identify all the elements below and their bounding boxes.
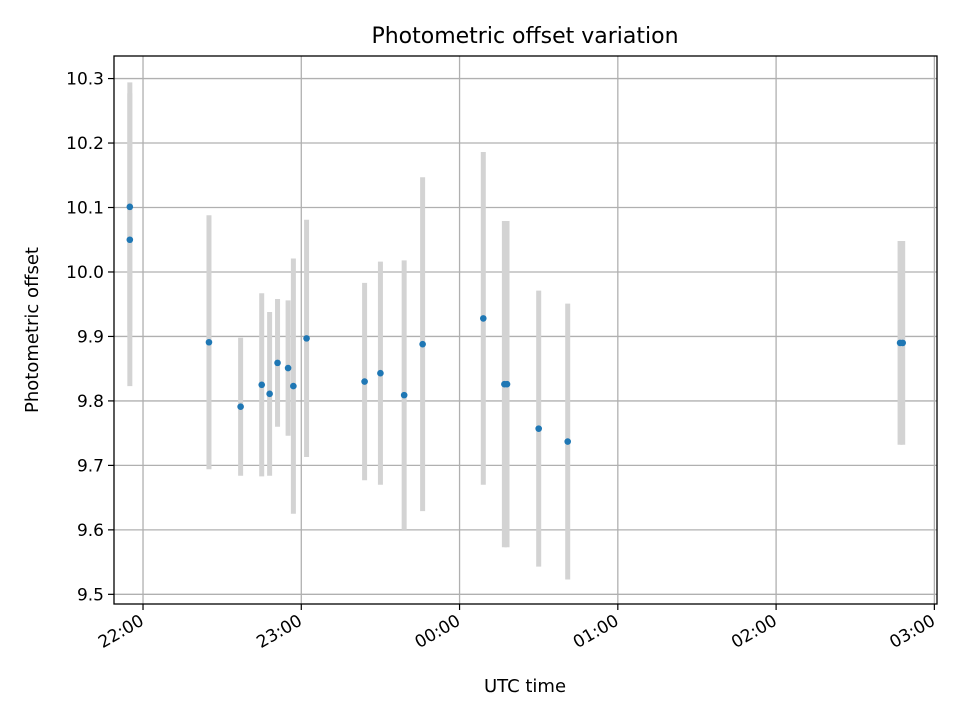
- data-point: [205, 338, 213, 346]
- data-point: [258, 381, 266, 389]
- data-point: [126, 236, 134, 244]
- x-axis-label: UTC time: [484, 676, 566, 697]
- data-point: [899, 339, 907, 347]
- y-tick-label: 10.2: [66, 134, 104, 154]
- data-point: [564, 438, 572, 445]
- chart-title: Photometric offset variation: [371, 24, 678, 49]
- data-point: [290, 382, 297, 390]
- data-point: [274, 359, 281, 367]
- data-point: [479, 315, 487, 322]
- y-tick-label: 9.8: [77, 392, 104, 412]
- plot-area: [114, 56, 937, 604]
- y-tick-label: 10.3: [66, 70, 104, 90]
- data-point: [266, 390, 273, 398]
- data-point: [284, 364, 292, 372]
- y-tick-label: 9.5: [77, 585, 104, 605]
- data-point: [503, 380, 511, 388]
- y-tick-label: 10.1: [66, 199, 104, 219]
- data-point: [400, 391, 408, 399]
- data-point: [535, 425, 542, 432]
- data-point: [237, 403, 244, 411]
- data-point: [126, 203, 134, 211]
- y-tick-label: 10.0: [66, 263, 104, 283]
- data-points: [126, 203, 907, 445]
- y-tick-label: 9.6: [77, 521, 104, 541]
- grid-lines: [114, 56, 937, 604]
- y-axis-ticks: 9.5 9.6 9.7 9.8 9.9 10.0 10.1 10.2 10.3: [66, 70, 114, 605]
- y-tick-label: 9.9: [77, 327, 104, 347]
- data-point: [377, 369, 384, 377]
- axes-frame: [113, 55, 938, 605]
- data-point: [419, 340, 426, 348]
- data-point: [361, 378, 368, 385]
- y-tick-label: 9.7: [77, 456, 104, 476]
- data-point: [303, 335, 310, 342]
- y-axis-label: Photometric offset: [22, 247, 43, 413]
